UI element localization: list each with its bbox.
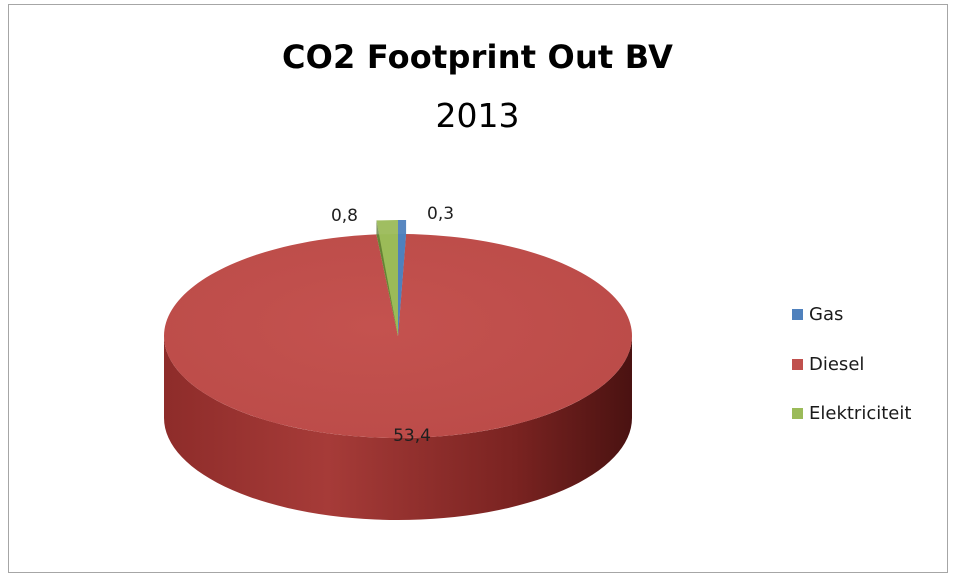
- legend-label-elektriciteit: Elektriciteit: [809, 402, 912, 424]
- data-label-diesel: 53,4: [393, 426, 431, 446]
- legend-swatch-diesel: [792, 358, 803, 370]
- data-label-elektriciteit: 0,8: [331, 206, 358, 226]
- chart-title: CO2 Footprint Out BV: [281, 38, 674, 76]
- legend-item-gas: Gas: [792, 302, 843, 326]
- legend-label-diesel: Diesel: [809, 353, 865, 375]
- pie-slice-edge-elektriciteit: [376, 220, 398, 336]
- chart-subtitle: 2013: [435, 96, 520, 135]
- pie-slice-side-diesel: [164, 336, 632, 520]
- pie-slice-diesel: [163, 234, 632, 439]
- pie-slice-edge-gas: [398, 220, 407, 336]
- legend-item-elektriciteit: Elektriciteit: [792, 401, 911, 425]
- legend-swatch-elektriciteit: [792, 407, 803, 419]
- legend-swatch-gas: [792, 308, 803, 320]
- legend-label-gas: Gas: [809, 303, 844, 325]
- legend-item-diesel: Diesel: [792, 352, 864, 376]
- pie-slice-shade-elektriciteit: [376, 220, 398, 336]
- data-label-gas: 0,3: [427, 204, 454, 224]
